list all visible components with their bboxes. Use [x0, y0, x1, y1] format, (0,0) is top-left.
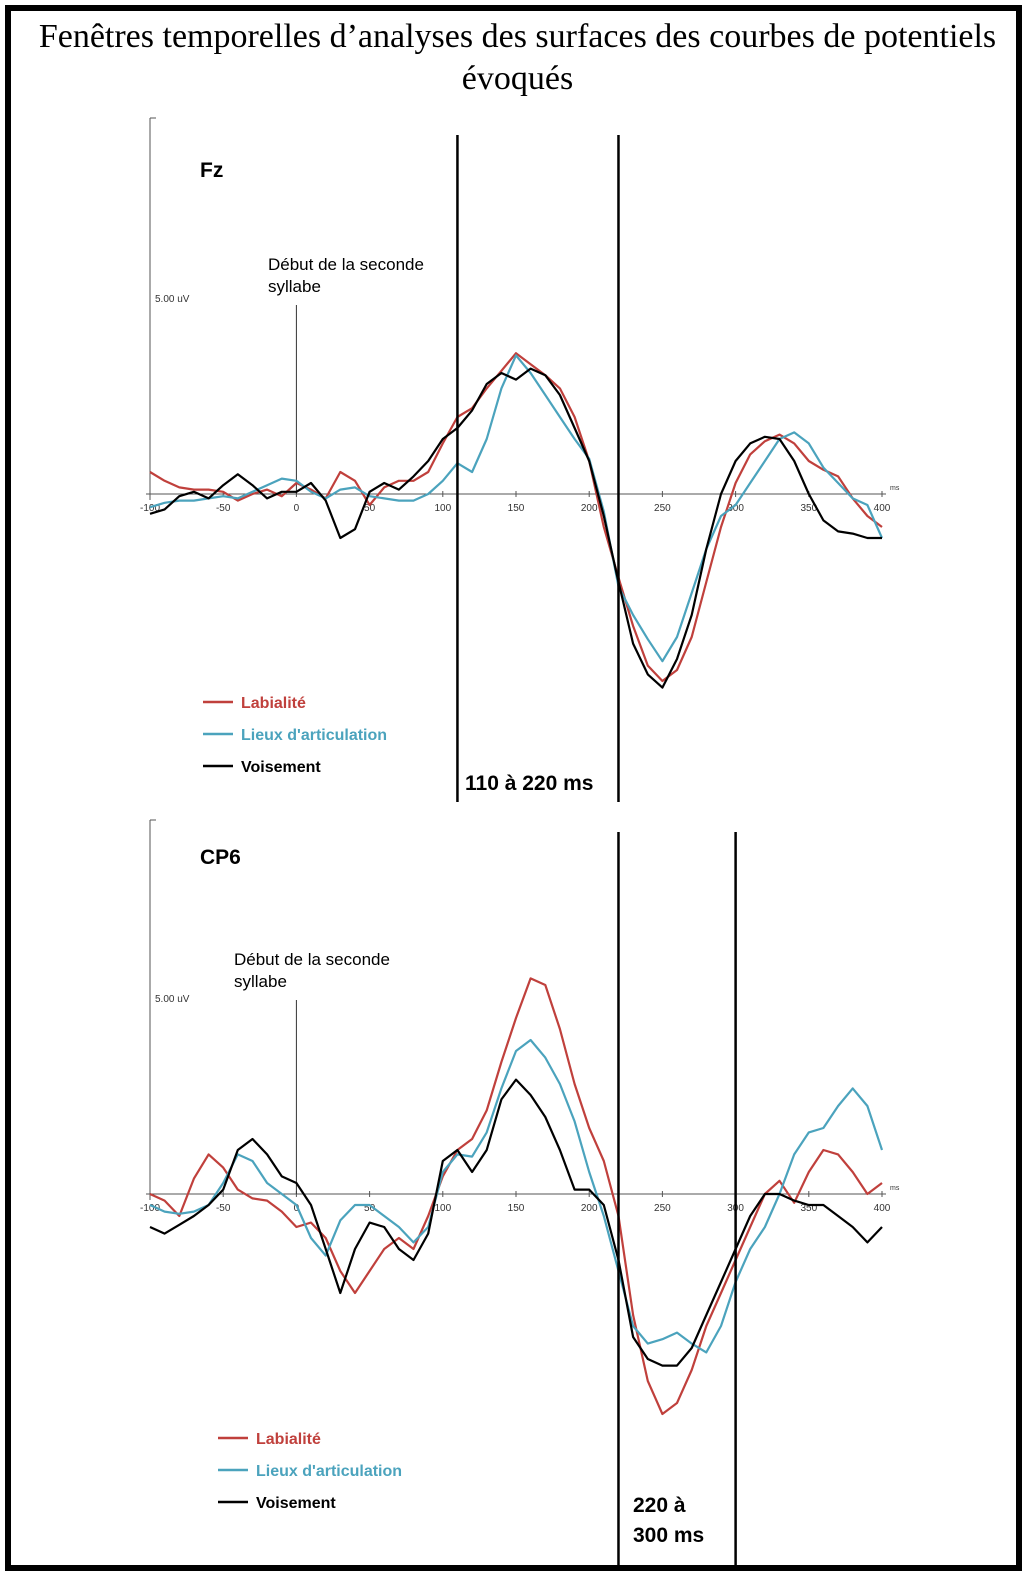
- x-tick-label: -100: [140, 1203, 160, 1214]
- x-tick-label: 350: [800, 1203, 817, 1214]
- onset-annotation: Début de la seconde: [234, 950, 390, 969]
- electrode-title: Fz: [200, 159, 223, 182]
- x-tick-label: 0: [294, 1203, 300, 1214]
- x-tick-label: 100: [434, 503, 451, 514]
- y-scale-label: 5.00 uV: [155, 294, 190, 305]
- legend-label: Labialité: [256, 1431, 321, 1448]
- legend-label: Voisement: [256, 1495, 336, 1512]
- window-label: 110 à 220 ms: [465, 772, 593, 795]
- series-line-1: [149, 354, 884, 663]
- series-line-1: [149, 1038, 884, 1354]
- x-unit-label: ms: [890, 1185, 900, 1192]
- legend-label: Labialité: [241, 695, 306, 712]
- legend-label: Lieux d'articulation: [256, 1463, 402, 1480]
- series-line-0: [149, 352, 883, 683]
- series-line-2: [149, 367, 882, 689]
- chart-fz: 5.00 uV -100 -50 0 50 100 150 200 250 300 350 400 ms…: [140, 117, 900, 802]
- x-tick-label: 50: [364, 503, 376, 514]
- x-tick-label: 0: [294, 503, 300, 514]
- y-scale-label: 5.00 uV: [155, 994, 190, 1005]
- x-unit-label: ms: [890, 485, 900, 492]
- x-tick-label: 300: [727, 503, 744, 514]
- x-tick-label: 250: [654, 1203, 671, 1214]
- series-line-2: [149, 1078, 883, 1367]
- window-label: 220 à: [633, 1494, 686, 1517]
- figure-frame: [5, 5, 1022, 1571]
- x-tick-label: 400: [874, 503, 891, 514]
- window-label: 300 ms: [633, 1524, 704, 1547]
- electrode-title: CP6: [200, 846, 241, 869]
- x-tick-label: 200: [581, 503, 598, 514]
- onset-annotation: syllabe: [268, 277, 321, 296]
- legend-label: Voisement: [241, 759, 321, 776]
- x-tick-label: -50: [216, 503, 231, 514]
- x-tick-label: 250: [654, 503, 671, 514]
- onset-annotation: syllabe: [234, 972, 287, 991]
- x-tick-label: 150: [508, 1203, 525, 1214]
- x-tick-label: 350: [800, 503, 817, 514]
- x-tick-label: -50: [216, 1203, 231, 1214]
- x-tick-label: 400: [874, 1203, 891, 1214]
- onset-annotation: Début de la seconde: [268, 255, 424, 274]
- x-tick-label: -100: [140, 503, 160, 514]
- x-tick-label: 50: [364, 1203, 376, 1214]
- series-line-0: [149, 977, 883, 1416]
- chart-cp6: 5.00 uV-100-50050100150200250300350400ms…: [140, 819, 900, 1568]
- x-tick-label: 150: [508, 503, 525, 514]
- figure-title: Fenêtres temporelles d’analyses des surf…: [38, 18, 997, 97]
- legend-label: Lieux d'articulation: [241, 727, 387, 744]
- x-tick-label: 100: [434, 1203, 451, 1214]
- x-tick-label: 200: [581, 1203, 598, 1214]
